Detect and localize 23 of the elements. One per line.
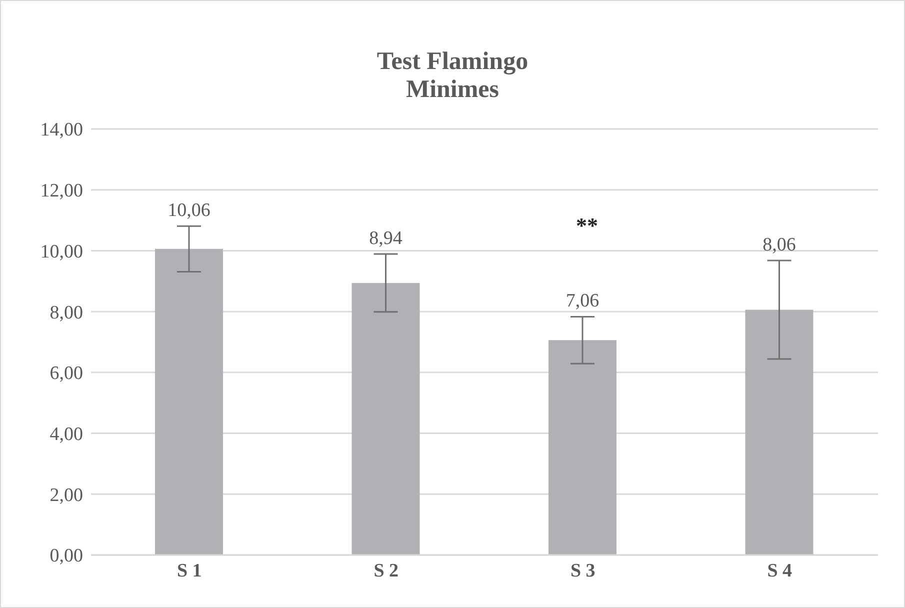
data-label: 7,06 bbox=[566, 290, 600, 312]
bar bbox=[548, 340, 616, 555]
data-label: 8,06 bbox=[762, 234, 796, 256]
y-tick-label: 8,00 bbox=[50, 302, 83, 324]
y-tick-label: 4,00 bbox=[50, 424, 83, 446]
y-tick-label: 2,00 bbox=[50, 484, 83, 506]
y-tick-label: 12,00 bbox=[40, 180, 83, 202]
y-tick-label: 0,00 bbox=[50, 546, 83, 567]
chart-title: Test Flamingo bbox=[376, 48, 530, 76]
bar bbox=[155, 248, 223, 555]
x-tick-label: S 2 bbox=[374, 560, 399, 582]
x-tick-label: S 1 bbox=[176, 560, 202, 582]
y-tick-label: 10,00 bbox=[40, 241, 83, 262]
x-tick-label: S 4 bbox=[767, 560, 793, 582]
x-tick-label: S 3 bbox=[570, 560, 596, 582]
y-tick-label: 6,00 bbox=[50, 363, 83, 384]
annotation: ** bbox=[576, 213, 598, 238]
bar bbox=[745, 310, 814, 555]
bar bbox=[352, 282, 420, 555]
data-label: 10,06 bbox=[168, 200, 210, 222]
chart-subtitle: Minimes bbox=[404, 76, 500, 104]
y-tick-label: 14,00 bbox=[40, 120, 83, 141]
data-label: 8,94 bbox=[369, 228, 403, 250]
